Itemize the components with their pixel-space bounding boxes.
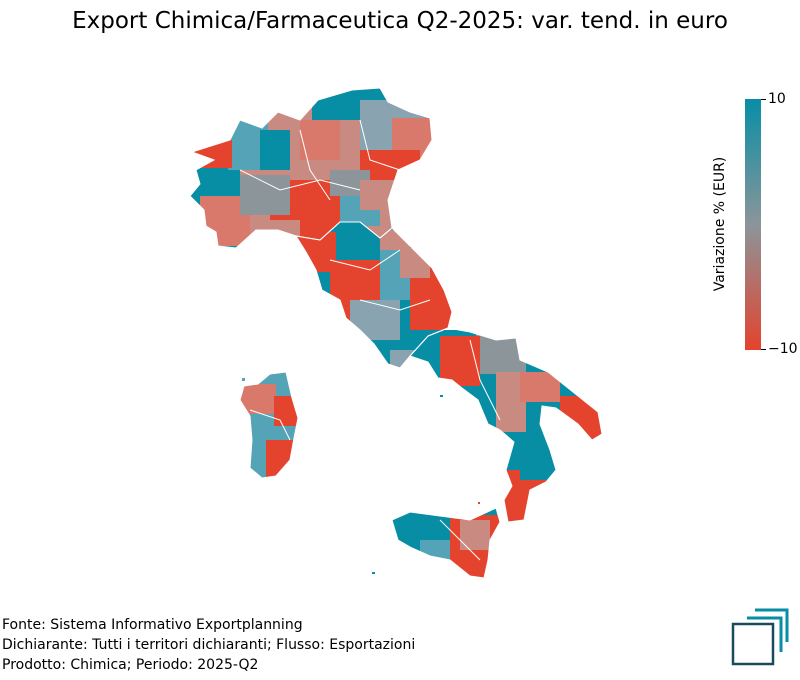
colorbar-max-label: 10 [768,91,786,107]
footer-declarant: Dichiarante: Tutti i territori dichiaran… [2,637,416,653]
colorbar-tick-max [761,99,766,100]
footer-product: Prodotto: Chimica; Periodo: 2025-Q2 [2,657,259,673]
small-islands [242,378,480,574]
colorbar [745,99,761,350]
colorbar-axis-label: Variazione % (EUR) [712,156,728,292]
map-title: Export Chimica/Farmaceutica Q2-2025: var… [72,8,728,34]
region-borders [189,87,603,579]
region-south [410,330,602,522]
footer-source: Fonte: Sistema Informativo Exportplannin… [2,617,303,633]
colorbar-tick-min [761,349,766,350]
region-sardinia [240,372,298,478]
exportplanning-logo-icon [731,608,789,666]
colorbar-min-label: −10 [768,341,798,357]
footer-notes: Fonte: Sistema Informativo Exportplannin… [2,615,415,675]
